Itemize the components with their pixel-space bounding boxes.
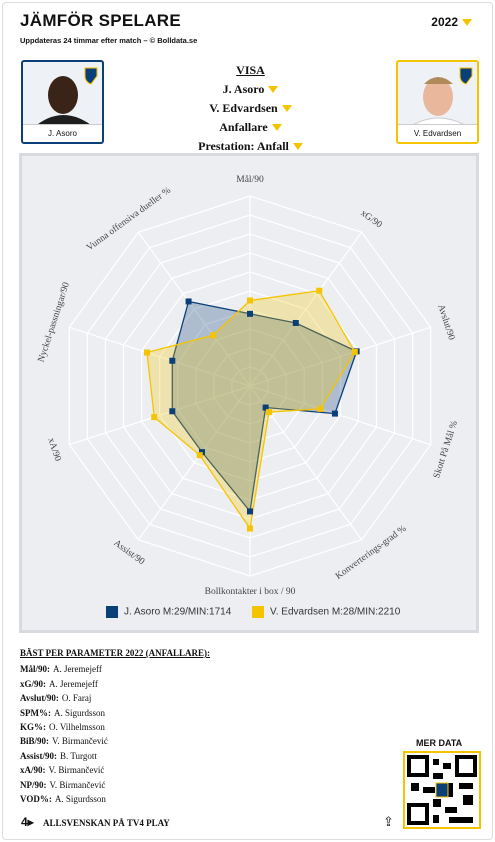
best-row: VOD%A. Sigurdsson bbox=[20, 792, 210, 806]
best-row: xA/90V. Birmančević bbox=[20, 763, 210, 777]
player: V. Birmančević bbox=[48, 765, 105, 776]
parameter: Mål/90 bbox=[20, 664, 50, 674]
player-name: V. Edvardsen bbox=[398, 124, 477, 142]
vertex-marker bbox=[247, 525, 253, 532]
vertex-marker bbox=[247, 508, 253, 515]
spoke bbox=[249, 326, 431, 387]
best-row: Avslut/90O. Faraj bbox=[20, 691, 210, 705]
player-card[interactable]: V. Edvardsen bbox=[396, 60, 479, 144]
vertex-marker bbox=[151, 414, 158, 421]
player: V. Birmančević bbox=[52, 736, 108, 747]
year-select[interactable]: 2022 bbox=[431, 15, 472, 29]
player: A. Sigurdsson bbox=[54, 794, 106, 805]
player-photo bbox=[33, 67, 98, 128]
vertex-marker bbox=[262, 404, 269, 411]
legend-label: J. Asoro M:29/MIN:1714 bbox=[124, 607, 232, 618]
legend-swatch bbox=[252, 606, 264, 618]
vertex-marker bbox=[265, 409, 272, 416]
vertex-marker bbox=[292, 319, 299, 326]
more-data[interactable]: MER DATA bbox=[416, 738, 463, 748]
vertex-marker bbox=[331, 410, 338, 417]
parameter: xG/90 bbox=[20, 679, 46, 689]
vertex-marker bbox=[196, 452, 203, 459]
filter-mode[interactable]: Prestation: Anfall bbox=[198, 139, 303, 153]
player-name: J. Asoro bbox=[23, 124, 102, 142]
spoke bbox=[137, 385, 251, 541]
vertex-marker bbox=[210, 332, 217, 339]
page-title: JÄMFÖR SPELARE bbox=[20, 11, 181, 30]
player: A. Sigurdsson bbox=[54, 707, 106, 718]
spoke bbox=[69, 385, 251, 446]
spoke bbox=[69, 326, 251, 387]
parameter: NP/90 bbox=[20, 780, 47, 790]
player: A. Jeremejeff bbox=[53, 664, 102, 675]
axis-label: Mål/90 bbox=[236, 174, 264, 185]
axis-label: Skott På Mål % bbox=[431, 419, 460, 479]
best-row: KG%O. Vilhelmsson bbox=[20, 720, 210, 734]
vertex-marker bbox=[198, 449, 205, 456]
filter-player[interactable]: J. Asoro bbox=[223, 82, 279, 96]
tv4-logo: 4▸ bbox=[21, 815, 34, 829]
best-row: Assist/90B. Turgott bbox=[20, 749, 210, 763]
filter-player[interactable]: V. Edvardsen bbox=[209, 101, 291, 115]
player: B. Turgott bbox=[60, 750, 97, 761]
filter-position[interactable]: Anfallare bbox=[219, 120, 281, 134]
best-heading: BÄST PER PARAMETER 2022 (ANFALLARE): bbox=[20, 648, 211, 658]
best-row: xG/90A. Jeremejeff bbox=[20, 677, 210, 691]
vertex-marker bbox=[144, 349, 151, 356]
parameter: Assist/90 bbox=[20, 751, 57, 761]
parameter: VOD% bbox=[20, 794, 52, 804]
best-row: BiB/90V. Birmančević bbox=[20, 734, 210, 748]
player: V. Birmančević bbox=[49, 779, 106, 790]
parameter: SPM% bbox=[20, 708, 51, 718]
axis-label: Avslut/90 bbox=[435, 303, 456, 341]
player: A. Jeremejeff bbox=[49, 678, 98, 689]
footer-link[interactable]: ALLSVENSKAN PÅ TV4 PLAY bbox=[43, 818, 170, 828]
parameter: BiB/90 bbox=[20, 736, 49, 746]
axis-label: Nyckel-passningar/90 bbox=[37, 281, 72, 364]
vertex-marker bbox=[351, 348, 358, 355]
axis-label: Vunna offensiva dueller % bbox=[84, 185, 173, 254]
player: O. Faraj bbox=[61, 693, 92, 704]
best-list: BÄST PER PARAMETER 2022 (ANFALLARE): Mål… bbox=[20, 646, 210, 806]
axis-label: Bollkontakter i box / 90 bbox=[205, 587, 296, 597]
legend-label: V. Edvardsen M:28/MIN:2210 bbox=[270, 607, 401, 618]
vertex-marker bbox=[169, 408, 176, 415]
parameter: xA/90 bbox=[20, 765, 46, 775]
legend-swatch bbox=[106, 606, 118, 618]
best-row: Mål/90A. Jeremejeff bbox=[20, 662, 210, 676]
axis-label: Konverterings-grad % bbox=[334, 524, 408, 582]
spoke bbox=[249, 231, 363, 387]
vertex-marker bbox=[169, 357, 176, 364]
share-icon[interactable]: ⇪ bbox=[383, 814, 394, 829]
vertex-marker bbox=[247, 310, 253, 317]
spoke bbox=[249, 385, 431, 446]
filter-heading: VISA bbox=[236, 63, 265, 77]
filters: VISA J. Asoro V. Edvardsen Anfallare Pre… bbox=[163, 61, 338, 156]
best-row: SPM%A. Sigurdsson bbox=[20, 706, 210, 720]
vertex-marker bbox=[247, 297, 253, 304]
player: O. Vilhelmsson bbox=[49, 722, 105, 733]
parameter: KG% bbox=[20, 722, 46, 732]
vertex-marker bbox=[317, 405, 324, 412]
radar-chart: Mål/90 xG/90 Avslut/90 Skott På Mål % Konver… bbox=[37, 174, 460, 618]
axis-label: xG/90 bbox=[358, 208, 383, 230]
axis-label: Assist/90 bbox=[112, 538, 147, 567]
subtitle: Uppdateras 24 timmar efter match – © Bol… bbox=[20, 36, 198, 45]
spoke bbox=[137, 231, 251, 387]
axis-label: xA/90 bbox=[45, 437, 62, 463]
best-row: NP/90V. Birmančević bbox=[20, 778, 210, 792]
qr-pattern bbox=[407, 755, 477, 825]
vertex-marker bbox=[185, 298, 192, 305]
player-card[interactable]: J. Asoro bbox=[21, 60, 104, 144]
vertex-marker bbox=[316, 287, 323, 294]
parameter: Avslut/90 bbox=[20, 693, 59, 703]
player-photo bbox=[406, 67, 473, 129]
chart-panel: Mål/90 xG/90 Avslut/90 Skott På Mål % Konver… bbox=[19, 153, 479, 633]
qr-code[interactable] bbox=[403, 751, 481, 829]
